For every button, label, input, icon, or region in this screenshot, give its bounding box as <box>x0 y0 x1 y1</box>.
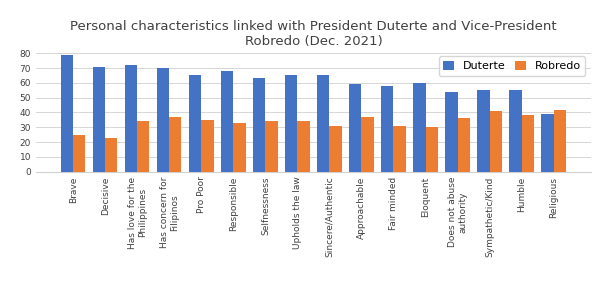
Bar <box>393 126 405 172</box>
Bar <box>297 121 310 172</box>
Bar <box>330 126 341 172</box>
Title: Personal characteristics linked with President Duterte and Vice-President
Robred: Personal characteristics linked with Pre… <box>70 20 557 48</box>
Bar <box>381 86 393 172</box>
Bar <box>61 55 73 172</box>
Bar <box>490 111 501 172</box>
Bar <box>413 83 426 172</box>
Bar <box>426 127 438 172</box>
Bar <box>189 75 201 172</box>
Bar <box>253 78 266 172</box>
Bar <box>105 138 118 172</box>
Bar <box>170 117 181 172</box>
Bar <box>157 68 170 172</box>
Bar <box>266 121 278 172</box>
Bar <box>541 114 553 172</box>
Bar <box>93 67 105 172</box>
Bar <box>233 123 245 172</box>
Bar <box>73 135 85 172</box>
Legend: Duterte, Robredo: Duterte, Robredo <box>439 57 586 76</box>
Bar <box>201 120 214 172</box>
Bar <box>509 90 522 172</box>
Bar <box>221 71 233 172</box>
Bar <box>125 65 137 172</box>
Bar <box>553 110 566 172</box>
Bar <box>361 117 374 172</box>
Bar <box>445 92 457 172</box>
Bar <box>457 118 470 172</box>
Bar <box>349 84 361 172</box>
Bar <box>285 75 297 172</box>
Bar <box>478 90 490 172</box>
Bar <box>137 121 149 172</box>
Bar <box>522 115 534 172</box>
Bar <box>317 75 330 172</box>
